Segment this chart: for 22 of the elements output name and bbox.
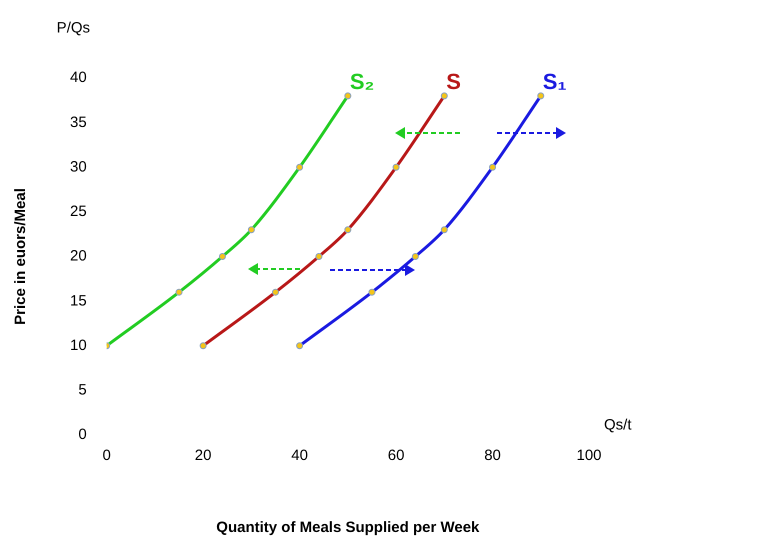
- y-tick-label: 15: [70, 292, 87, 310]
- text: P/Qs: [56, 20, 90, 37]
- y-tick-label: 10: [70, 336, 87, 354]
- x-tick-label: 40: [291, 447, 308, 464]
- y-tick-label: 40: [70, 69, 87, 86]
- y-tick-label: 0: [78, 426, 87, 444]
- y-tick-label: 35: [70, 114, 87, 131]
- x-tick-label: 0: [102, 447, 111, 464]
- text: Qs/t: [604, 416, 632, 434]
- y-tick-label: 30: [70, 158, 87, 176]
- x-tick-label: 80: [484, 447, 501, 464]
- series-label: S₂: [350, 68, 374, 94]
- x-axis-title: Quantity of Meals Supplied per Week: [216, 519, 480, 536]
- series-label: S₁: [542, 68, 567, 94]
- y-axis-title: Price in euors/Meal: [12, 188, 30, 325]
- y-tick-label: 25: [70, 203, 87, 220]
- y-tick-label: 20: [70, 248, 87, 265]
- x-tick-label: 60: [388, 447, 404, 464]
- x-tick-label: 20: [194, 447, 212, 464]
- series-label: S: [446, 68, 461, 94]
- x-tick-label: 100: [576, 447, 602, 464]
- y-tick-label: 5: [78, 382, 87, 399]
